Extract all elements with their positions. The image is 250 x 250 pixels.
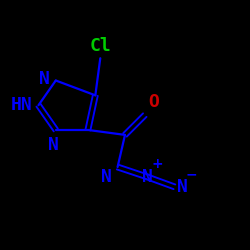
Text: +: +: [151, 157, 163, 171]
Text: N: N: [100, 168, 112, 186]
Text: O: O: [148, 94, 159, 112]
Text: Cl: Cl: [90, 36, 111, 54]
Text: −: −: [186, 167, 198, 181]
Text: N: N: [39, 70, 50, 88]
Text: HN: HN: [10, 96, 32, 114]
Text: N: N: [177, 178, 188, 196]
Text: N: N: [142, 168, 153, 186]
Text: N: N: [48, 136, 59, 154]
